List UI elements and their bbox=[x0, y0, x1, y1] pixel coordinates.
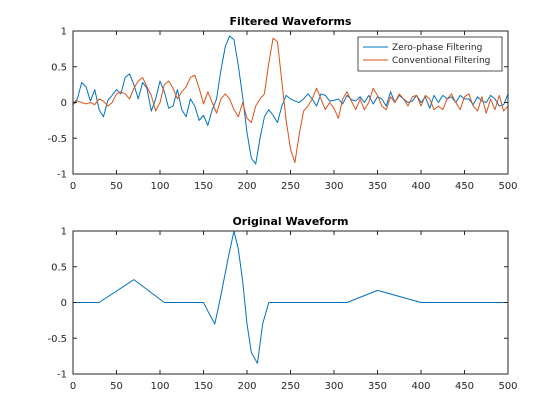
y-tick-label: -0.5 bbox=[47, 334, 67, 345]
chart-title: Filtered Waveforms bbox=[230, 15, 352, 28]
x-tick-label: 300 bbox=[324, 181, 343, 192]
filtered-waveforms-axes: 0 50 100 150 200 250 300 350 400 450 500 -1 -0.5 0 0.5… bbox=[47, 15, 517, 192]
x-tick-label: 100 bbox=[150, 181, 169, 192]
y-tick-label: 0 bbox=[61, 98, 67, 109]
series-line-conventional-filtering bbox=[72, 37, 509, 164]
x-tick-label: 450 bbox=[455, 181, 474, 192]
x-tick-label: 400 bbox=[411, 381, 430, 392]
y-tick-label: 0.5 bbox=[51, 62, 67, 73]
y-tick-label: -1 bbox=[57, 370, 67, 381]
y-tick-label: 1 bbox=[61, 27, 67, 38]
x-tick-label: 350 bbox=[368, 381, 387, 392]
y-tick-label: 0.5 bbox=[51, 262, 67, 273]
x-tick-label: 50 bbox=[110, 181, 123, 192]
x-tick-label: 250 bbox=[281, 181, 300, 192]
series-line-zero-phase-filtering bbox=[72, 35, 509, 165]
series-line-waveform bbox=[73, 230, 508, 364]
x-tick-label: 300 bbox=[324, 381, 343, 392]
x-tick-label: 200 bbox=[237, 381, 256, 392]
x-tick-label: 100 bbox=[150, 381, 169, 392]
legend: Zero-phase Filtering Conventional Filteri… bbox=[357, 36, 503, 72]
x-tick-label: 0 bbox=[70, 381, 76, 392]
x-tick-label: 250 bbox=[281, 381, 300, 392]
x-tick-label: 500 bbox=[498, 181, 517, 192]
chart-title: Original Waveform bbox=[232, 215, 348, 228]
x-tick-label: 150 bbox=[194, 181, 213, 192]
x-tick-label: 0 bbox=[70, 181, 76, 192]
x-tick-label: 350 bbox=[368, 181, 387, 192]
x-tick-label: 500 bbox=[498, 381, 517, 392]
legend-box bbox=[357, 36, 503, 72]
x-tick-label: 450 bbox=[455, 381, 474, 392]
legend-label: Conventional Filtering bbox=[392, 56, 490, 66]
x-tick-label: 50 bbox=[110, 381, 123, 392]
y-tick-label: -1 bbox=[57, 170, 67, 181]
legend-label: Zero-phase Filtering bbox=[392, 43, 482, 53]
y-tick-label: -0.5 bbox=[47, 134, 67, 145]
y-tick-label: 1 bbox=[61, 227, 67, 238]
y-tick-label: 0 bbox=[61, 298, 67, 309]
x-tick-label: 200 bbox=[237, 181, 256, 192]
original-waveform-axes: 0 50 100 150 200 250 300 350 400 450 500 -1 -0.5 0 0.5… bbox=[47, 215, 517, 392]
x-tick-label: 400 bbox=[411, 181, 430, 192]
x-tick-label: 150 bbox=[194, 381, 213, 392]
